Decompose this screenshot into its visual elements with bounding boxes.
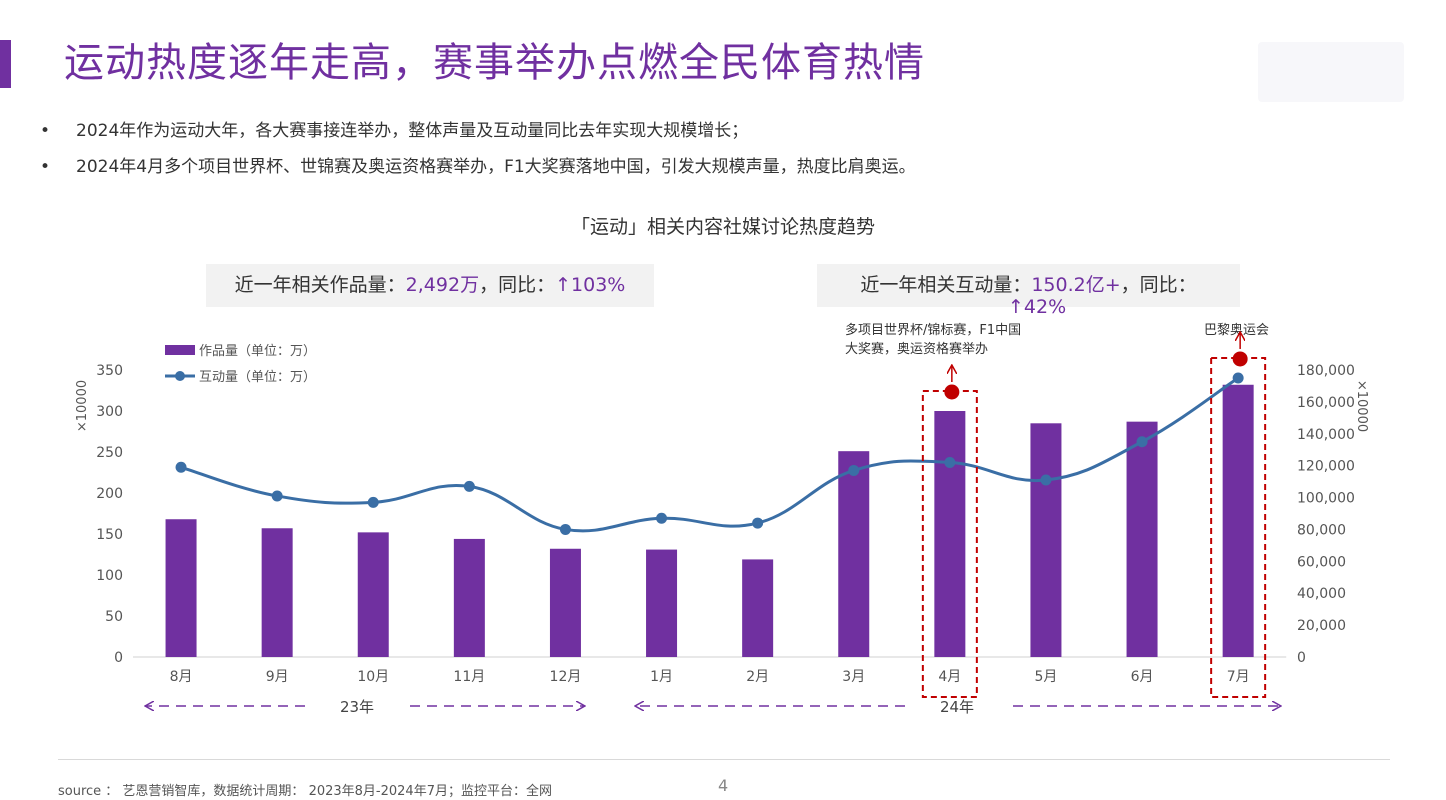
y-left-unit-label: ×10000 xyxy=(75,380,90,432)
works-stat-value: 2,492万 xyxy=(405,274,480,296)
y-left-tick-label: 0 xyxy=(114,650,123,666)
page-title: 运动热度逐年走高，赛事举办点燃全民体育热情 xyxy=(64,40,925,86)
bullet-text: 2024年作为运动大年，各大赛事接连举办，整体声量及互动量同比去年实现大规模增长… xyxy=(76,121,749,141)
july-annotation: 巴黎奥运会 xyxy=(1204,323,1270,338)
legend-line-marker xyxy=(175,371,185,381)
bar-8月 xyxy=(165,519,197,657)
works-stat-mid: ，同比： xyxy=(479,274,556,296)
x-tick-label: 9月 xyxy=(266,669,289,685)
bullet-marker: • xyxy=(40,121,51,141)
bullet-list: • 2024年作为运动大年，各大赛事接连举办，整体声量及互动量同比去年实现大规模… xyxy=(40,118,916,190)
line-point-12月 xyxy=(559,523,571,535)
line-point-1月 xyxy=(656,512,668,524)
bar-2月 xyxy=(742,559,774,657)
bar-5月 xyxy=(1030,423,1062,657)
y-right-unit-label: ×10000 xyxy=(1354,380,1369,432)
engagement-stat-value: 150.2亿+ xyxy=(1031,274,1121,296)
line-point-2月 xyxy=(752,517,764,529)
legend-line-label: 互动量（单位：万） xyxy=(199,370,316,385)
y-left-tick-label: 350 xyxy=(96,363,123,379)
bullet-marker: • xyxy=(40,157,51,177)
logo xyxy=(1258,42,1404,102)
y-right-tick-label: 0 xyxy=(1297,650,1306,666)
title-accent-bar xyxy=(0,40,11,88)
engagement-stat-box: 近一年相关互动量：150.2亿+，同比： xyxy=(817,264,1240,307)
bar-4月 xyxy=(934,411,966,657)
x-tick-label: 12月 xyxy=(550,669,582,685)
y-right-tick-label: 160,000 xyxy=(1297,395,1355,411)
engagement-stat-yoy: ↑42% xyxy=(1008,296,1067,318)
highlight-marker-7月 xyxy=(1232,351,1248,367)
bar-6月 xyxy=(1126,421,1158,657)
engagement-line xyxy=(180,376,1239,533)
year-label-24: 24年 xyxy=(940,698,974,716)
bar-7月 xyxy=(1222,384,1254,657)
x-tick-label: 11月 xyxy=(453,669,485,685)
legend-bar-swatch xyxy=(165,345,195,355)
bar-11月 xyxy=(453,538,485,657)
line-point-6月 xyxy=(1136,436,1148,448)
works-stat-label: 近一年相关作品量： xyxy=(234,274,406,296)
line-point-10月 xyxy=(367,496,379,508)
y-left-tick-label: 100 xyxy=(96,568,123,584)
engagement-stat-label: 近一年相关互动量： xyxy=(860,274,1032,296)
footer-divider xyxy=(58,759,1390,760)
y-right-tick-label: 40,000 xyxy=(1297,586,1346,602)
year-label-23: 23年 xyxy=(340,698,374,716)
highlight-box-7月 xyxy=(1210,356,1267,698)
engagement-stat-mid: ，同比： xyxy=(1120,274,1197,296)
bullet-text: 2024年4月多个项目世界杯、世锦赛及奥运资格赛举办，F1大奖赛落地中国，引发大… xyxy=(76,157,916,177)
y-right-tick-label: 180,000 xyxy=(1297,363,1355,379)
works-stat-box: 近一年相关作品量：2,492万，同比：↑103% xyxy=(206,264,654,307)
bullet-item: • 2024年作为运动大年，各大赛事接连举办，整体声量及互动量同比去年实现大规模… xyxy=(40,118,916,154)
y-left-tick-label: 200 xyxy=(96,486,123,502)
bar-10月 xyxy=(357,532,389,657)
april-annotation: 多项目世界杯/锦标赛，F1中国 大奖赛，奥运资格赛举办 xyxy=(845,321,1021,359)
line-point-9月 xyxy=(271,490,283,502)
bullet-item: • 2024年4月多个项目世界杯、世锦赛及奥运资格赛举办，F1大奖赛落地中国，引… xyxy=(40,154,916,190)
page-number: 4 xyxy=(718,776,729,795)
legend-bar-label: 作品量（单位：万） xyxy=(199,344,316,359)
line-point-11月 xyxy=(463,480,475,492)
highlight-marker-4月 xyxy=(944,384,960,400)
bar-3月 xyxy=(838,451,870,657)
x-tick-label: 5月 xyxy=(1034,669,1057,685)
april-annotation-line: 大奖赛，奥运资格赛举办 xyxy=(845,342,989,357)
y-left-tick-label: 50 xyxy=(105,609,123,625)
y-right-tick-label: 120,000 xyxy=(1297,459,1355,475)
line-point-3月 xyxy=(848,464,860,476)
x-tick-label: 2月 xyxy=(746,669,769,685)
x-tick-label: 3月 xyxy=(842,669,865,685)
x-tick-label: 8月 xyxy=(170,669,193,685)
y-right-tick-label: 100,000 xyxy=(1297,491,1355,507)
x-tick-label: 1月 xyxy=(650,669,673,685)
y-left-tick-label: 250 xyxy=(96,445,123,461)
y-left-tick-label: 300 xyxy=(96,404,123,420)
bar-1月 xyxy=(646,549,678,657)
x-tick-label: 10月 xyxy=(357,669,389,685)
source-note: source ： 艺恩营销智库，数据统计周期： 2023年8月-2024年7月；… xyxy=(58,784,552,799)
x-tick-label: 7月 xyxy=(1227,669,1250,685)
line-point-5月 xyxy=(1040,474,1052,486)
april-annotation-line: 多项目世界杯/锦标赛，F1中国 xyxy=(845,323,1022,338)
chart-title: 「运动」相关内容社媒讨论热度趋势 xyxy=(570,216,875,238)
y-right-tick-label: 80,000 xyxy=(1297,522,1346,538)
y-right-tick-label: 60,000 xyxy=(1297,554,1346,570)
x-tick-label: 6月 xyxy=(1131,669,1154,685)
bar-9月 xyxy=(261,528,293,657)
x-tick-label: 4月 xyxy=(938,669,961,685)
y-left-tick-label: 150 xyxy=(96,527,123,543)
y-right-tick-label: 20,000 xyxy=(1297,618,1346,634)
line-point-8月 xyxy=(175,461,187,473)
bar-12月 xyxy=(549,548,581,657)
works-stat-yoy: ↑103% xyxy=(555,274,626,296)
y-right-tick-label: 140,000 xyxy=(1297,427,1355,443)
line-point-4月 xyxy=(944,456,956,468)
line-point-7月 xyxy=(1232,372,1244,384)
